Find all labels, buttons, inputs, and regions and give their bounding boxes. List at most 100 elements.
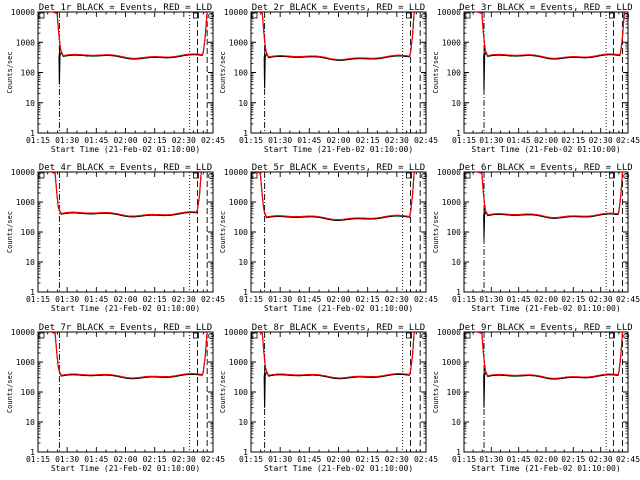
y-axis-label: Counts/sec [432, 371, 440, 413]
chart-title: Det 5r BLACK = Events, RED = LLD [252, 163, 425, 173]
y-tick-label: 1 [456, 129, 461, 138]
x-axis-label: Start Time (21-Feb-02 01:10:00) [471, 145, 620, 154]
y-axis-label: Counts/sec [432, 51, 440, 93]
y-axis-label: Counts/sec [6, 371, 14, 413]
x-tick-label: 02:30 [589, 295, 613, 304]
circle-marker-icon [623, 333, 630, 339]
series-lld-line [475, 332, 624, 379]
square-marker-icon [38, 332, 45, 339]
x-tick-label: 01:45 [84, 295, 108, 304]
square-marker-icon [251, 12, 258, 19]
x-tick-label: 02:30 [172, 295, 196, 304]
x-tick-label: 02:15 [561, 295, 585, 304]
y-tick-label: 10000 [11, 8, 35, 17]
y-axis-label: Counts/sec [6, 51, 14, 93]
series-lld-line [48, 172, 202, 217]
x-tick-label: 01:15 [239, 295, 263, 304]
square-marker-icon [193, 332, 199, 339]
x-tick-label: 01:15 [452, 455, 476, 464]
y-tick-label: 10000 [437, 328, 461, 337]
y-axis-label: Counts/sec [219, 371, 227, 413]
y-tick-label: 1000 [442, 198, 461, 207]
circle-marker-icon [623, 173, 630, 179]
x-tick-label: 02:45 [616, 136, 640, 145]
x-tick-label: 02:30 [172, 455, 196, 464]
y-tick-label: 100 [21, 228, 36, 237]
y-tick-label: 1 [456, 288, 461, 297]
x-tick-label: 02:45 [616, 295, 640, 304]
x-tick-label: 02:30 [589, 136, 613, 145]
y-tick-label: 1000 [229, 198, 248, 207]
x-tick-label: 02:00 [534, 136, 558, 145]
x-tick-label: 02:00 [326, 295, 350, 304]
y-tick-label: 1 [243, 288, 248, 297]
circle-marker-icon [421, 333, 427, 339]
chart-title: Det 9r BLACK = Events, RED = LLD [459, 323, 632, 333]
y-tick-label: 1 [243, 448, 248, 457]
x-tick-label: 02:15 [561, 455, 585, 464]
x-tick-label: 02:45 [201, 455, 225, 464]
x-axis-label: Start Time (21-Feb-02 01:10:00) [471, 464, 620, 473]
chart-panel: Det 3r BLACK = Events, RED = LLD 1 10 100 10… [432, 3, 640, 154]
chart-title: Det 8r BLACK = Events, RED = LLD [252, 323, 425, 333]
circle-marker-icon [208, 333, 214, 339]
square-marker-icon [464, 332, 471, 339]
x-tick-label: 01:30 [479, 295, 503, 304]
series-lld-line [257, 12, 415, 61]
x-tick-label: 02:00 [113, 455, 137, 464]
x-tick-label: 02:30 [385, 136, 409, 145]
y-tick-label: 1000 [229, 38, 248, 47]
x-tick-label: 01:15 [26, 295, 50, 304]
square-marker-icon [38, 12, 45, 19]
x-tick-label: 02:30 [385, 455, 409, 464]
x-tick-label: 01:45 [297, 295, 321, 304]
y-axis-label: Counts/sec [219, 51, 227, 93]
plot-area [475, 332, 624, 408]
chart-title: Det 7r BLACK = Events, RED = LLD [39, 323, 212, 333]
chart-title: Det 2r BLACK = Events, RED = LLD [252, 3, 425, 13]
square-marker-icon [406, 332, 412, 339]
chart-panel: Det 2r BLACK = Events, RED = LLD 1 10 100 10… [219, 3, 438, 154]
series-events-line [49, 12, 208, 85]
series-events-line [48, 332, 208, 380]
plot-frame [250, 171, 427, 293]
x-tick-label: 02:45 [201, 136, 225, 145]
x-tick-label: 02:00 [534, 295, 558, 304]
y-tick-label: 1000 [16, 358, 35, 367]
y-tick-label: 100 [234, 388, 249, 397]
y-tick-label: 10 [238, 418, 248, 427]
y-axis-label: Counts/sec [6, 211, 14, 253]
x-tick-label: 02:15 [356, 455, 380, 464]
y-tick-label: 1 [456, 448, 461, 457]
x-tick-label: 02:30 [385, 295, 409, 304]
y-tick-label: 100 [447, 228, 462, 237]
y-tick-label: 100 [447, 388, 462, 397]
x-tick-label: 02:45 [616, 455, 640, 464]
plot-area [475, 172, 624, 239]
x-axis-label: Start Time (21-Feb-02 01:10:00) [51, 464, 200, 473]
series-lld-line [257, 332, 415, 379]
y-tick-label: 10000 [224, 328, 248, 337]
x-axis-label: Start Time (21-Feb-02 01:10:00) [51, 304, 200, 313]
y-tick-label: 10 [451, 418, 461, 427]
x-tick-label: 02:15 [561, 136, 585, 145]
series-lld-line [475, 172, 624, 219]
square-marker-icon [406, 172, 412, 179]
x-tick-label: 01:30 [268, 455, 292, 464]
square-marker-icon [251, 332, 258, 339]
x-tick-label: 01:15 [26, 136, 50, 145]
x-tick-label: 02:45 [414, 295, 438, 304]
series-events-line [475, 172, 624, 239]
chart-panel: Det 4r BLACK = Events, RED = LLD 1 10 100 10… [6, 163, 225, 313]
x-tick-label: 02:00 [113, 136, 137, 145]
x-axis-label: Start Time (21-Feb-02 01:10:00) [51, 145, 200, 154]
x-tick-label: 01:15 [239, 455, 263, 464]
x-tick-label: 02:15 [143, 455, 167, 464]
y-tick-label: 10000 [437, 168, 461, 177]
x-tick-label: 01:15 [239, 136, 263, 145]
x-tick-label: 02:15 [143, 136, 167, 145]
y-tick-label: 1 [243, 129, 248, 138]
y-tick-label: 10000 [437, 8, 461, 17]
plot-area [49, 12, 208, 85]
